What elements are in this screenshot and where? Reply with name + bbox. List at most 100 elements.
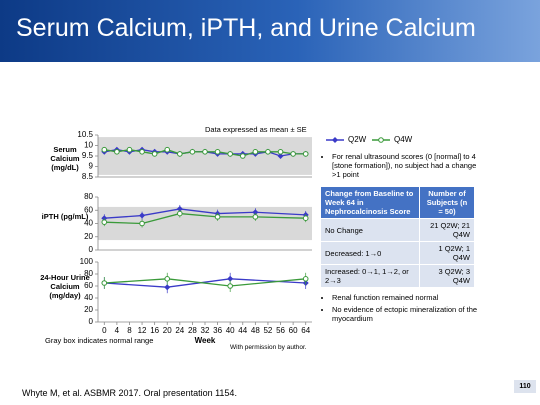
x-axis-label: Week (195, 336, 216, 345)
x-tick-label: 24 (175, 326, 184, 335)
marker (177, 210, 183, 217)
marker (302, 215, 309, 221)
y-tick-label: 20 (84, 305, 93, 314)
marker (101, 219, 108, 225)
marker (101, 280, 108, 286)
marker (265, 149, 271, 155)
slide-title: Serum Calcium, iPTH, and Urine Calcium (16, 14, 476, 42)
y-tick-label: 9.5 (82, 151, 94, 160)
legend-marker (378, 137, 384, 143)
legend-label: Q4W (394, 135, 413, 144)
y-tick-label: 40 (84, 293, 93, 302)
y-tick-label: 8.5 (82, 172, 94, 181)
bullet: For renal ultrasound scores (0 [normal] … (332, 152, 482, 179)
series-line (104, 212, 306, 225)
marker (252, 149, 259, 155)
marker (214, 149, 221, 155)
marker (227, 151, 233, 157)
y-tick-label: 10.5 (77, 130, 93, 139)
bullet: No evidence of ectopic mineralization of… (332, 305, 492, 323)
marker (239, 153, 246, 159)
table-header: Number of Subjects (n = 50) (419, 186, 475, 219)
marker (126, 146, 133, 153)
series-line (104, 208, 306, 219)
bullets-bottom: Renal function remained normal No evidenc… (322, 293, 492, 326)
table-cell: 21 Q2W; 21 Q4W (419, 218, 475, 242)
marker (290, 151, 296, 157)
x-tick-label: 16 (150, 326, 159, 335)
table-cell: 1 Q2W; 1 Q4W (419, 241, 475, 265)
x-tick-label: 64 (301, 326, 310, 335)
x-tick-label: 36 (213, 326, 222, 335)
y-tick-label: 20 (84, 232, 93, 241)
bullet: Renal function remained normal (332, 293, 492, 302)
marker (202, 149, 208, 155)
x-tick-label: 8 (127, 326, 132, 335)
x-tick-label: 20 (163, 326, 172, 335)
marker (227, 275, 234, 282)
marker (164, 276, 171, 282)
marker (101, 146, 108, 153)
y-tick-label: 0 (89, 317, 94, 326)
table-header: Change from Baseline to Week 64 in Nephr… (320, 186, 420, 219)
x-tick-label: 28 (188, 326, 197, 335)
y-tick-label: 60 (84, 281, 93, 290)
x-tick-label: 4 (115, 326, 120, 335)
marker (214, 214, 221, 220)
marker (164, 146, 171, 153)
marker (252, 209, 259, 216)
x-tick-label: 12 (138, 326, 147, 335)
marker (139, 220, 145, 227)
y-tick-label: 40 (84, 219, 93, 228)
legend-label: Q2W (348, 135, 367, 144)
table-cell: Decreased: 1→0 (320, 241, 420, 265)
y-tick-label: 10 (84, 141, 93, 150)
marker (302, 276, 309, 282)
y-tick-label: 0 (89, 245, 94, 254)
x-tick-label: 40 (226, 326, 235, 335)
x-tick-label: 32 (201, 326, 210, 335)
y-axis-label: 24-Hour Urine Calcium (mg/day) (40, 273, 90, 300)
marker (176, 205, 183, 212)
table-cell: Increased: 0→1, 1→2, or 2→3 (320, 264, 420, 288)
x-tick-label: 56 (276, 326, 285, 335)
permission: With permission by author. (230, 344, 307, 351)
marker (227, 283, 233, 289)
y-axis-label: iPTH (pg/mL) (41, 212, 89, 221)
marker (139, 212, 146, 219)
page-number: 110 (514, 380, 536, 393)
marker (277, 149, 284, 155)
y-tick-label: 9 (89, 162, 94, 171)
marker (114, 149, 120, 155)
legend-marker (332, 137, 338, 143)
marker (302, 151, 309, 157)
table-cell: 3 Q2W; 3 Q4W (419, 264, 475, 288)
y-tick-label: 60 (84, 205, 93, 214)
x-tick-label: 48 (251, 326, 260, 335)
x-tick-label: 44 (238, 326, 247, 335)
table-cell: No Change (320, 218, 420, 242)
marker (139, 149, 145, 155)
marker (164, 284, 171, 291)
series-line (104, 278, 306, 287)
normal-range (98, 137, 312, 175)
y-tick-label: 80 (84, 192, 93, 201)
marker (277, 153, 284, 159)
y-tick-label: 100 (80, 257, 94, 266)
note: Data expressed as mean ± SE (205, 125, 307, 134)
gray-note: Gray box indicates normal range (45, 336, 154, 345)
marker (252, 214, 259, 220)
citation: Whyte M, et al. ASBMR 2017. Oral present… (22, 388, 237, 398)
table: Change from Baseline to Week 64 in Nephr… (320, 186, 475, 288)
x-tick-label: 52 (263, 326, 272, 335)
x-tick-label: 0 (102, 326, 107, 335)
y-tick-label: 80 (84, 269, 93, 278)
marker (177, 151, 183, 157)
bullets-top: For renal ultrasound scores (0 [normal] … (322, 152, 482, 182)
marker (189, 149, 196, 155)
y-axis-label: Serum Calcium (mg/dL) (50, 145, 80, 172)
x-tick-label: 60 (289, 326, 298, 335)
marker (151, 151, 158, 157)
